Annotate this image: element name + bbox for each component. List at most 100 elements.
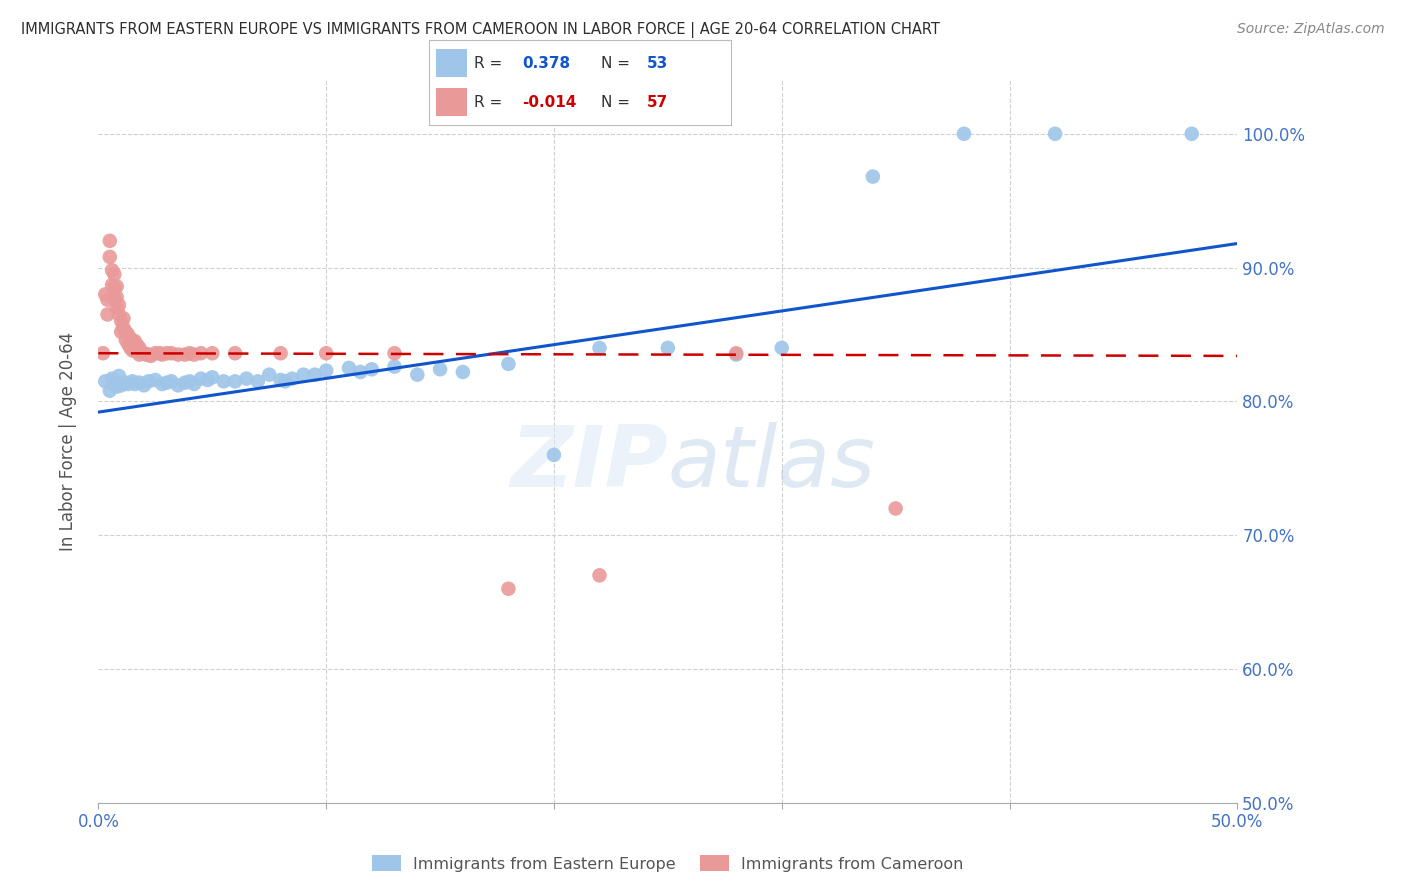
Point <box>121 375 143 389</box>
Point <box>657 341 679 355</box>
Point <box>101 263 124 277</box>
Point <box>156 376 179 390</box>
Point <box>315 346 337 360</box>
Point <box>117 337 139 351</box>
Point <box>124 334 146 349</box>
Point <box>197 373 219 387</box>
Point <box>139 349 162 363</box>
Text: 0.378: 0.378 <box>523 56 571 71</box>
Point <box>1043 127 1066 141</box>
Point <box>108 298 131 312</box>
Point <box>105 290 128 304</box>
Y-axis label: In Labor Force | Age 20-64: In Labor Force | Age 20-64 <box>59 332 77 551</box>
Point <box>114 333 136 347</box>
Point <box>135 348 157 362</box>
Text: IMMIGRANTS FROM EASTERN EUROPE VS IMMIGRANTS FROM CAMEROON IN LABOR FORCE | AGE : IMMIGRANTS FROM EASTERN EUROPE VS IMMIGR… <box>21 22 941 38</box>
Point <box>117 377 139 392</box>
Point <box>149 346 172 360</box>
Point <box>174 348 197 362</box>
Point <box>94 375 117 389</box>
Point <box>105 279 128 293</box>
Point <box>138 375 160 389</box>
Point <box>91 346 114 360</box>
Text: N =: N = <box>602 56 630 71</box>
Point <box>160 375 183 389</box>
Point <box>349 365 371 379</box>
Point <box>224 375 246 389</box>
Point <box>114 325 136 339</box>
Text: atlas: atlas <box>668 422 876 505</box>
Point <box>174 376 197 390</box>
Point <box>281 372 304 386</box>
Point <box>212 375 235 389</box>
Point <box>274 375 297 389</box>
Point <box>120 332 142 346</box>
Point <box>101 372 124 386</box>
Point <box>105 379 128 393</box>
Point <box>498 582 520 596</box>
Point <box>406 368 429 382</box>
Point <box>138 348 160 362</box>
Text: 57: 57 <box>647 95 668 110</box>
Point <box>108 308 131 322</box>
Point <box>94 287 117 301</box>
Point <box>451 365 474 379</box>
Point <box>145 346 167 360</box>
Bar <box>436 49 467 78</box>
Point <box>224 346 246 360</box>
Point <box>98 384 121 398</box>
Point <box>103 292 125 306</box>
Point <box>110 378 132 392</box>
Point <box>201 346 224 360</box>
Point <box>543 448 565 462</box>
Point <box>145 373 167 387</box>
Point <box>110 325 132 339</box>
Point <box>498 357 520 371</box>
Point <box>179 375 201 389</box>
Point <box>167 378 190 392</box>
Point <box>150 348 173 362</box>
Text: N =: N = <box>602 95 630 110</box>
Point <box>235 372 257 386</box>
Text: -0.014: -0.014 <box>523 95 576 110</box>
Point <box>270 346 292 360</box>
Point <box>98 234 121 248</box>
Text: ZIP: ZIP <box>510 422 668 505</box>
Point <box>112 311 135 326</box>
Point <box>201 370 224 384</box>
Bar <box>436 88 467 116</box>
Point <box>160 346 183 360</box>
Point <box>103 280 125 294</box>
Point <box>103 268 125 282</box>
Point <box>270 373 292 387</box>
Point <box>770 341 793 355</box>
Point <box>588 568 610 582</box>
Point <box>96 293 118 307</box>
Point <box>167 348 190 362</box>
Point <box>121 343 143 358</box>
Point <box>292 368 315 382</box>
Text: Source: ZipAtlas.com: Source: ZipAtlas.com <box>1237 22 1385 37</box>
Point <box>101 278 124 293</box>
Point <box>108 369 131 384</box>
Text: R =: R = <box>474 95 502 110</box>
Point <box>953 127 976 141</box>
Point <box>156 346 179 360</box>
Point <box>150 377 173 392</box>
Point <box>429 362 451 376</box>
Point <box>98 250 121 264</box>
Point <box>127 338 149 352</box>
Point <box>384 359 406 374</box>
Point <box>725 346 748 360</box>
Point <box>114 376 136 390</box>
Point <box>128 348 150 362</box>
Point <box>124 343 146 358</box>
Legend: Immigrants from Eastern Europe, Immigrants from Cameroon: Immigrants from Eastern Europe, Immigran… <box>366 848 970 878</box>
Point <box>128 341 150 355</box>
Point <box>246 375 269 389</box>
Point <box>884 501 907 516</box>
Point <box>124 377 146 392</box>
Point <box>337 361 360 376</box>
Point <box>132 378 155 392</box>
Point <box>862 169 884 184</box>
